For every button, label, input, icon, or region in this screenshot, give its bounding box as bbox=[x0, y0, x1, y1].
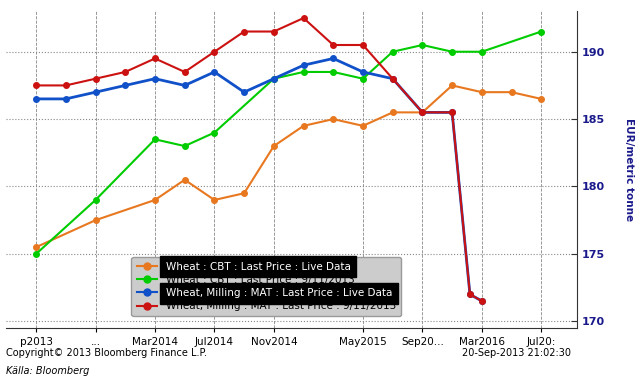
Y-axis label: EUR/metric tonne: EUR/metric tonne bbox=[624, 118, 635, 221]
Text: 20-Sep-2013 21:02:30: 20-Sep-2013 21:02:30 bbox=[462, 348, 570, 358]
Legend: Wheat : CBT : Last Price : Live Data, Wheat : CBT : Last Price : 9/11/2013, Whea: Wheat : CBT : Last Price : Live Data, Wh… bbox=[131, 257, 401, 316]
Text: Källa: Bloomberg: Källa: Bloomberg bbox=[6, 366, 90, 376]
Text: Copyright© 2013 Bloomberg Finance L.P.: Copyright© 2013 Bloomberg Finance L.P. bbox=[6, 348, 208, 358]
